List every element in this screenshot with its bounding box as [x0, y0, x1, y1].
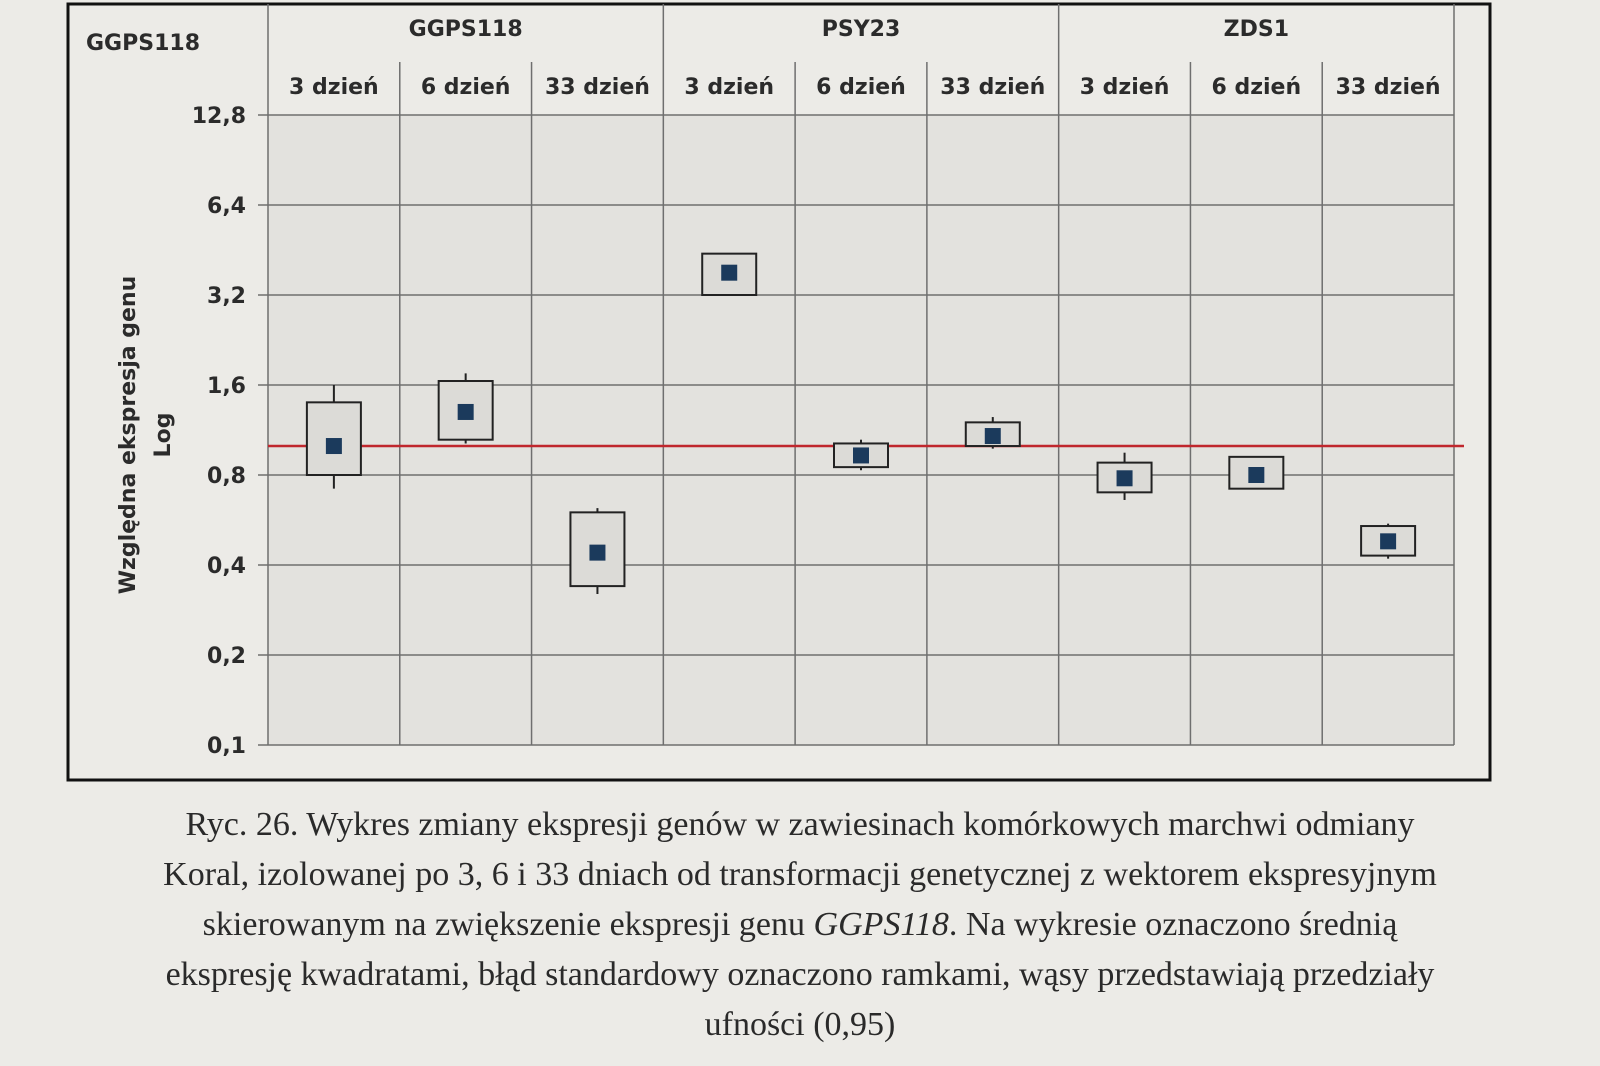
category-header: 3 dzień [289, 75, 379, 100]
caption-line-3-post: . Na wykresie oznaczono średnią [948, 906, 1398, 943]
y-tick-label: 0,4 [207, 554, 246, 579]
category-header: 6 dzień [421, 75, 511, 100]
mean-marker [1116, 470, 1133, 487]
mean-marker [853, 447, 869, 464]
y-tick-label: 12,8 [192, 104, 246, 129]
mean-marker [1248, 467, 1265, 483]
caption-line-3-pre: skierowanym na zwiększenie ekspresji gen… [202, 906, 814, 943]
caption-line-1: Ryc. 26. Wykres zmiany ekspresji genów w… [185, 806, 1415, 843]
caption-line-3: skierowanym na zwiększenie ekspresji gen… [40, 900, 1560, 950]
category-header: 6 dzień [816, 75, 906, 100]
standard-error-box [701, 252, 758, 296]
column-headers: GGPS118 PSY23 ZDS1 3 dzień 6 dzień 33 dzień 3 … [289, 17, 1441, 100]
y-axis-scale-label: Log [151, 413, 176, 458]
mean-marker [721, 264, 738, 281]
y-tick-label: 6,4 [207, 194, 246, 219]
mean-marker [1380, 533, 1397, 550]
category-header: 33 dzień [1336, 75, 1441, 100]
category-header: 33 dzień [545, 75, 650, 100]
caption-line-2: Koral, izolowanej po 3, 6 i 33 dniach od… [163, 856, 1437, 893]
figure-caption: Ryc. 26. Wykres zmiany ekspresji genów w… [40, 800, 1560, 1050]
mean-marker [984, 428, 1001, 445]
gridlines [258, 4, 1455, 746]
group-header: PSY23 [822, 17, 901, 42]
y-tick-label: 3,2 [207, 284, 246, 309]
group-header: ZDS1 [1224, 17, 1289, 42]
category-header: 3 dzień [684, 75, 774, 100]
mean-marker [457, 403, 474, 420]
y-tick-label: 0,1 [207, 734, 246, 759]
caption-gene-name: GGPS118 [813, 906, 949, 943]
category-header: 33 dzień [940, 75, 1045, 100]
category-header: 6 dzień [1212, 75, 1302, 100]
data-marks [305, 252, 1417, 594]
mean-marker [325, 438, 342, 455]
standard-error-box [1228, 455, 1285, 490]
caption-line-5: ufności (0,95) [704, 1006, 896, 1043]
category-header: 3 dzień [1080, 75, 1170, 100]
y-axis-title: Względna ekspresja genu [116, 276, 141, 595]
gene-expression-chart: GGPS118 PSY23 ZDS1 3 dzień 6 dzień 33 dzień 3 … [66, 2, 1492, 782]
y-tick-label: 0,2 [207, 644, 246, 669]
y-axis: 12,8 6,4 3,2 1,6 0,8 0,4 0,2 0,1 [192, 104, 246, 759]
group-header: GGPS118 [409, 17, 523, 42]
corner-label: GGPS118 [86, 31, 200, 56]
y-tick-label: 0,8 [207, 464, 246, 489]
y-tick-label: 1,6 [207, 374, 246, 399]
mean-marker [589, 544, 606, 561]
caption-line-4: ekspresję kwadratami, błąd standardowy o… [165, 956, 1435, 993]
